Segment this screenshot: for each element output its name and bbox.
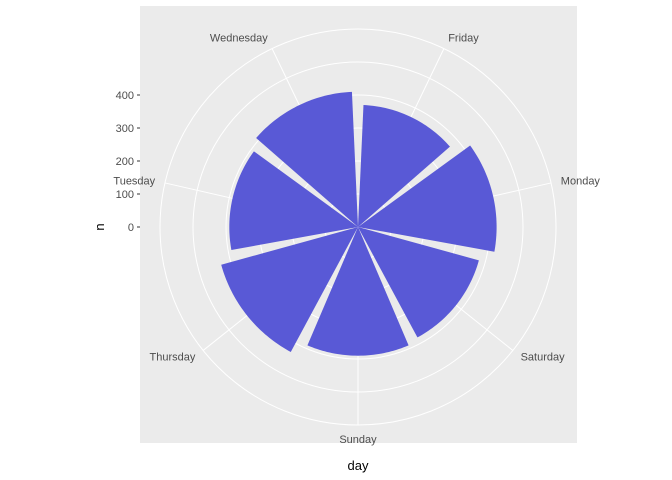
y-tick-label: 400 (116, 90, 134, 102)
category-label-friday: Friday (448, 33, 479, 45)
y-tick-label: 200 (116, 156, 134, 168)
x-axis-title: day (348, 458, 369, 473)
y-tick-label: 300 (116, 123, 134, 135)
category-label-monday: Monday (561, 176, 601, 188)
bar-saturday (358, 227, 479, 338)
y-tick-label: 0 (128, 222, 134, 234)
bar-thursday (221, 227, 358, 352)
y-tick-label: 100 (116, 189, 134, 201)
category-label-sunday: Sunday (339, 434, 377, 446)
category-label-thursday: Thursday (150, 352, 196, 364)
bar-tuesday (229, 151, 358, 250)
bars-layer (221, 91, 497, 356)
bar-sunday (307, 227, 409, 356)
bar-friday (358, 105, 450, 227)
y-axis-title: n (92, 223, 107, 230)
category-label-saturday: Saturday (521, 352, 566, 364)
bar-wednesday (256, 91, 358, 227)
y-axis: 0 100 200 300 400 (116, 90, 140, 234)
bar-monday (358, 145, 497, 252)
category-label-wednesday: Wednesday (210, 33, 268, 45)
category-label-tuesday: Tuesday (113, 176, 155, 188)
category-labels: Friday Monday Saturday Sunday Thursday Tuesda… (113, 33, 600, 446)
